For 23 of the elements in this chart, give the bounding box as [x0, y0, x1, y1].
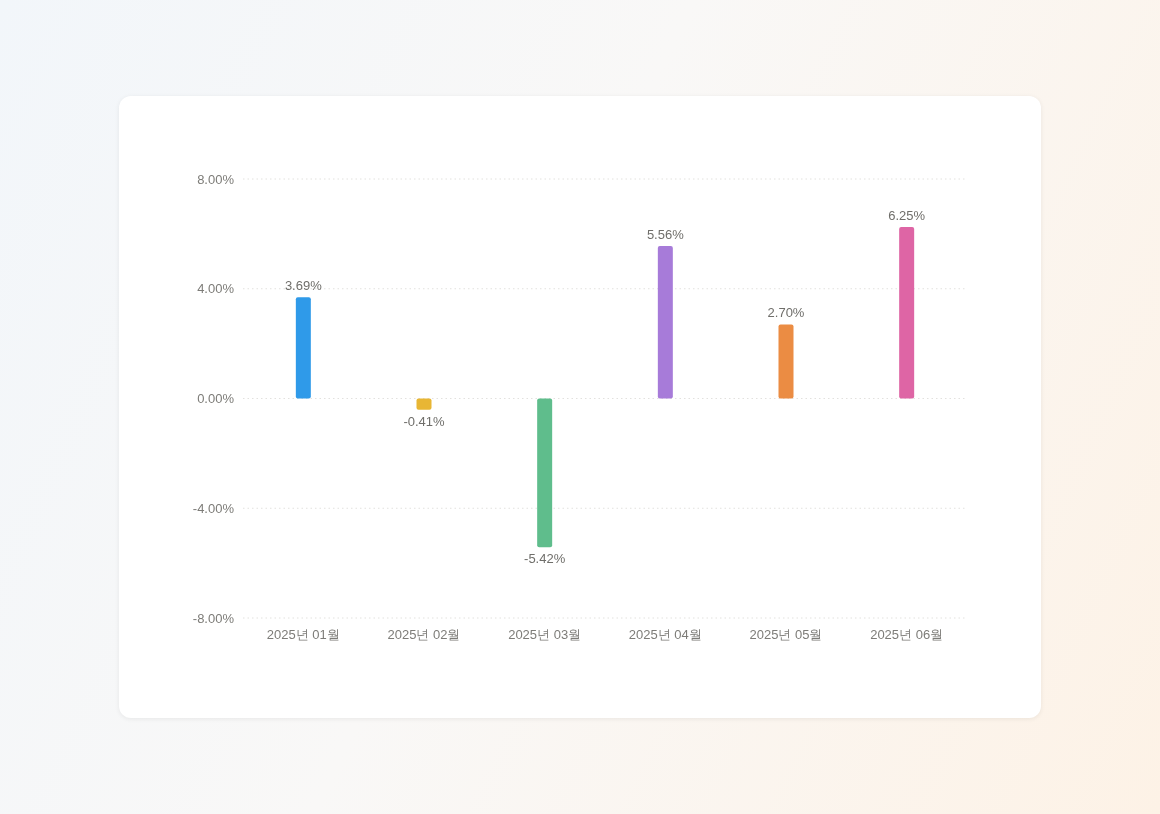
x-tick-label: 2025년 06월: [870, 627, 944, 642]
y-tick-label: 4.00%: [197, 281, 235, 297]
x-tick-label: 2025년 01월: [266, 627, 340, 642]
x-tick-label: 2025년 03월: [508, 627, 582, 642]
bar: [416, 398, 432, 410]
data-label: -5.42%: [524, 551, 566, 567]
x-tick-label: 2025년 05월: [749, 627, 823, 642]
data-label: -0.41%: [403, 413, 446, 429]
bar: [778, 324, 794, 399]
bar: [657, 245, 673, 399]
y-tick-label: -4.00%: [192, 500, 235, 516]
y-tick-label: -8.00%: [192, 610, 235, 626]
x-tick-label: 2025년 04월: [628, 627, 702, 642]
data-label: 3.69%: [284, 278, 323, 294]
data-label: 5.56%: [646, 226, 685, 242]
bar: [295, 297, 311, 399]
y-tick-label: 0.00%: [197, 391, 235, 406]
data-label: 6.25%: [888, 208, 926, 224]
bar: [537, 398, 553, 548]
y-tick-label: 8.00%: [197, 171, 235, 187]
data-label: 2.70%: [767, 305, 805, 321]
x-tick-label: 2025년 02월: [387, 627, 461, 642]
bar: [899, 227, 915, 399]
